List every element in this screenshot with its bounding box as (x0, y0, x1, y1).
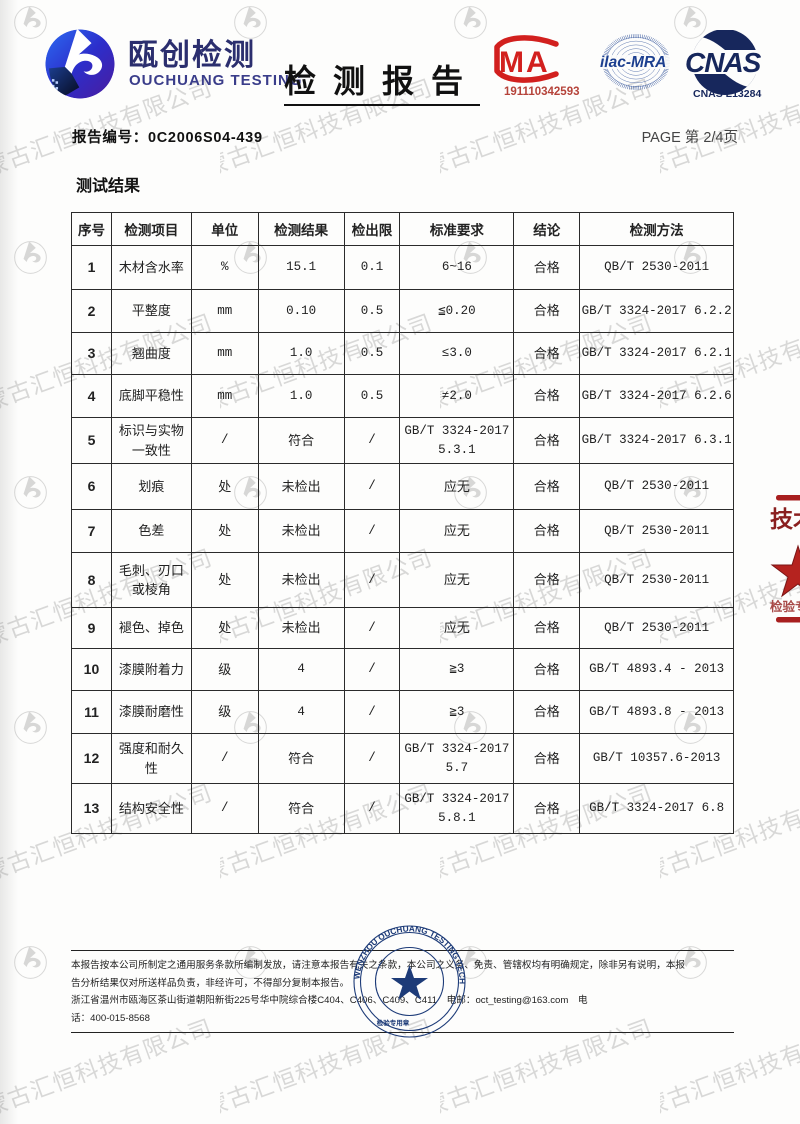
svg-text:MA: MA (499, 46, 550, 79)
svg-text:CNAS L13284: CNAS L13284 (693, 88, 761, 100)
svg-text:检验专用章: 检验专用章 (377, 1018, 410, 1027)
svg-text:191110342593: 191110342593 (504, 86, 579, 98)
svg-text:CNAS: CNAS (685, 47, 762, 78)
svg-text:ilac-MRA: ilac-MRA (600, 54, 666, 71)
svg-text:检验专: 检验专 (770, 599, 800, 614)
svg-text:技术: 技术 (770, 506, 800, 532)
